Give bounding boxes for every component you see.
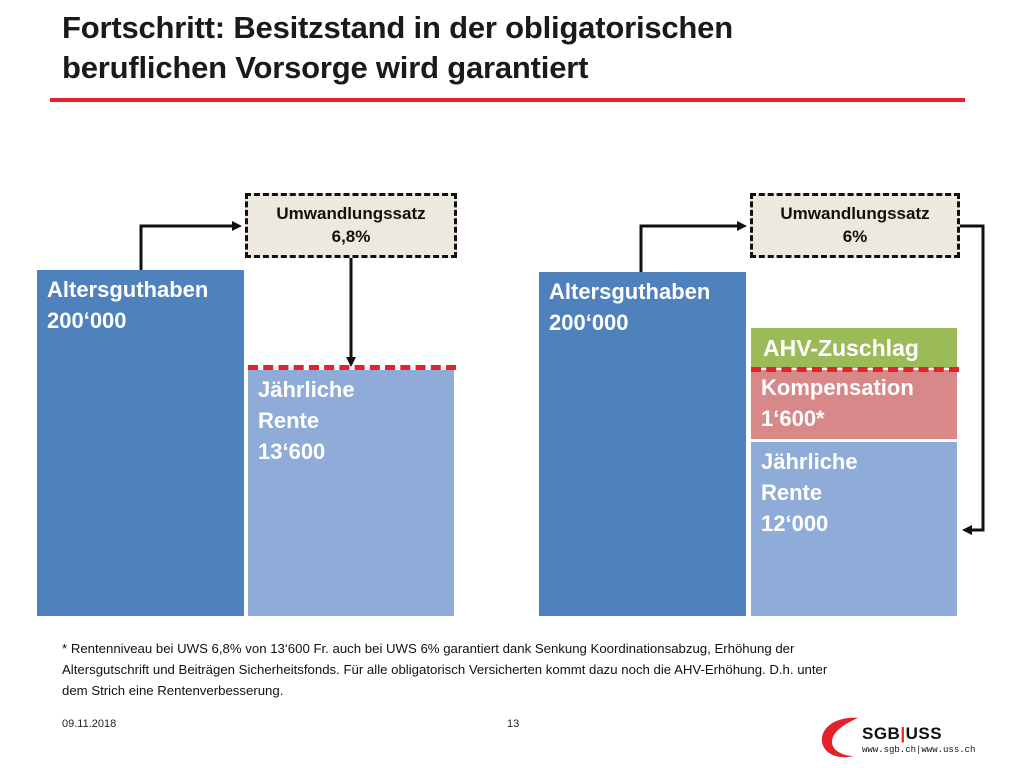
logo-left: SGB <box>862 724 901 743</box>
right-pension-level-line <box>751 367 959 372</box>
left-capital-value: 200‘000 <box>47 308 127 333</box>
right-compensation-value: 1‘600* <box>761 406 825 431</box>
right-compensation-bar: Kompensation 1‘600* <box>751 370 957 439</box>
right-compensation-label: Kompensation <box>761 375 914 400</box>
left-pension-value: 13‘600 <box>258 439 326 464</box>
slide-title: Fortschritt: Besitzstand in der obligato… <box>62 8 962 88</box>
page-number: 13 <box>507 718 520 730</box>
footnote-line-3: dem Strich eine Rentenverbesserung. <box>62 683 284 698</box>
right-pension-label-1: Jährliche <box>761 449 858 474</box>
right-capital-to-rate-arrow <box>639 221 747 272</box>
sgb-uss-logo: SGB|USS www.sgb.ch|www.uss.ch <box>814 712 984 764</box>
right-capital-bar: Altersguthaben 200‘000 <box>539 272 746 616</box>
right-ahv-supplement-bar: AHV-Zuschlag <box>751 328 957 368</box>
title-line-2: beruflichen Vorsorge wird garantiert <box>62 50 589 85</box>
footnote: * Rentenniveau bei UWS 6,8% von 13‘600 F… <box>62 638 922 701</box>
left-pension-bar: Jährliche Rente 13‘600 <box>248 370 454 616</box>
footnote-marker: * <box>62 641 68 656</box>
right-ahv-label: AHV-Zuschlag <box>763 335 919 361</box>
left-pension-label-1: Jährliche <box>258 377 355 402</box>
footnote-text-1: Rentenniveau bei UWS 6,8% von 13‘600 Fr.… <box>70 641 795 656</box>
right-capital-label: Altersguthaben <box>549 279 711 304</box>
right-rate-to-pension-arrow <box>960 224 985 535</box>
left-pension-label-2: Rente <box>258 408 320 433</box>
left-conversion-rate-label: Umwandlungssatz <box>276 204 426 223</box>
right-conversion-rate-box: Umwandlungssatz 6% <box>750 193 960 258</box>
right-conversion-rate-label: Umwandlungssatz <box>780 204 930 223</box>
right-conversion-rate-value: 6% <box>842 227 868 246</box>
logo-url: www.sgb.ch|www.uss.ch <box>862 745 976 755</box>
left-conversion-rate-box: Umwandlungssatz 6,8% <box>245 193 457 258</box>
left-capital-label: Altersguthaben <box>47 277 209 302</box>
title-underline <box>50 98 965 102</box>
left-capital-bar: Altersguthaben 200‘000 <box>37 270 244 616</box>
right-pension-bar: Jährliche Rente 12‘000 <box>751 442 957 616</box>
logo-swoosh-icon <box>821 717 858 758</box>
logo-right: USS <box>905 724 943 743</box>
logo-separator: | <box>900 724 906 743</box>
left-conversion-rate-value: 6,8% <box>331 227 371 246</box>
title-line-1: Fortschritt: Besitzstand in der obligato… <box>62 10 733 45</box>
footer-date: 09.11.2018 <box>62 718 117 730</box>
right-pension-value: 12‘000 <box>761 511 829 536</box>
left-pension-level-line <box>248 365 456 370</box>
footnote-line-2: Altersgutschrift und Beiträgen Sicherhei… <box>62 662 828 677</box>
footnote-line-1: * Rentenniveau bei UWS 6,8% von 13‘600 F… <box>62 638 922 659</box>
right-capital-value: 200‘000 <box>549 310 629 335</box>
left-capital-to-rate-arrow <box>139 221 242 270</box>
logo-wordmark: SGB|USS <box>862 724 942 744</box>
right-pension-label-2: Rente <box>761 480 823 505</box>
